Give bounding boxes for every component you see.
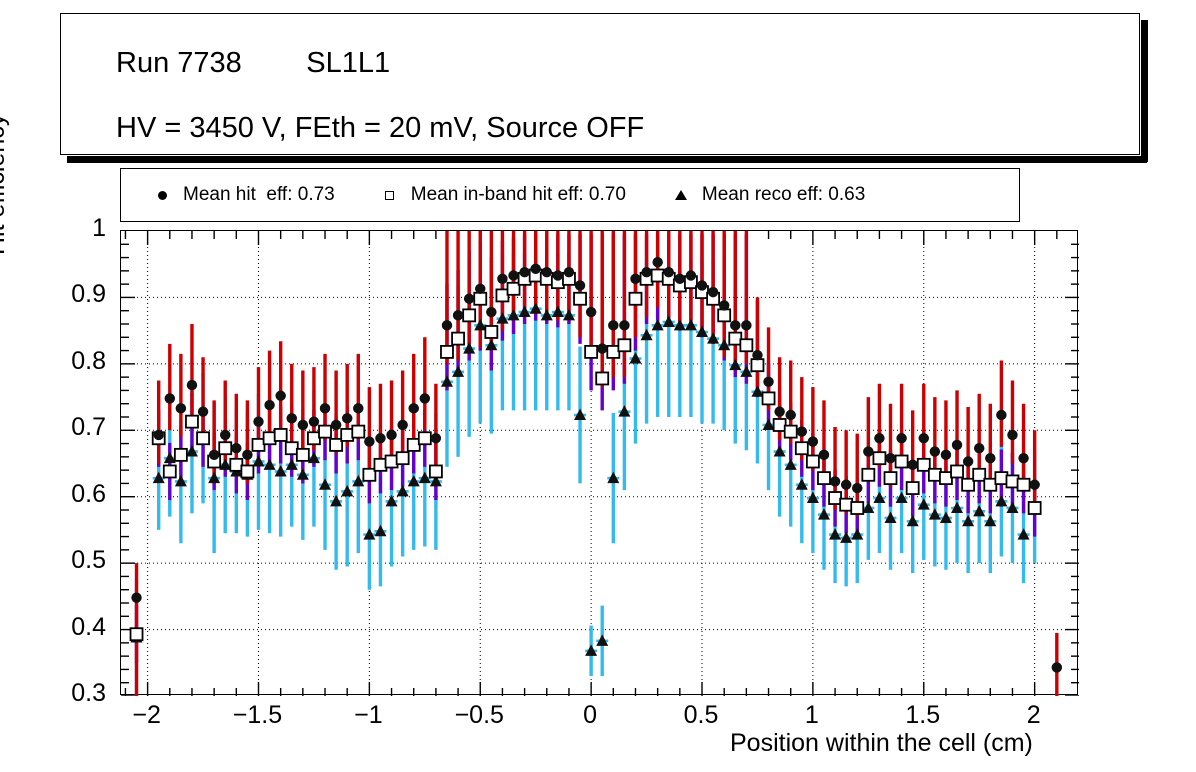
x-tick-label: 0 — [583, 701, 598, 729]
y-tick-label: 0.6 — [71, 479, 106, 508]
legend-label-inband-hit-eff: Mean in-band hit eff: 0.70 — [410, 184, 626, 205]
y-tick-label: 0.4 — [71, 612, 106, 641]
y-tick-label: 0.3 — [71, 679, 106, 707]
legend-label-reco-eff: Mean reco eff: 0.63 — [701, 184, 866, 205]
filled-circle-marker-icon — [141, 190, 183, 200]
filled-triangle-marker-icon — [660, 190, 702, 200]
y-tick-label: 0.7 — [71, 413, 106, 442]
x-tick-label: −2 — [132, 701, 161, 729]
x-tick-label: 0.5 — [683, 701, 719, 729]
open-square-marker-icon — [369, 190, 411, 200]
y-tick-label: 0.8 — [71, 346, 106, 375]
legend-entry-inband-hit-eff: Mean in-band hit eff: 0.70 — [369, 169, 626, 221]
plot-frame — [120, 230, 1079, 696]
x-tick-label: −1.5 — [232, 701, 283, 729]
x-tick-label: −0.5 — [454, 701, 504, 729]
x-tick-label: −1 — [354, 701, 383, 729]
run-title-line: Run 7738 SL1L1 — [116, 47, 391, 79]
legend-label-hit-eff: Mean hit eff: 0.73 — [183, 184, 335, 205]
legend-entry-hit-eff: Mean hit eff: 0.73 — [141, 169, 335, 221]
y-tick-label: 0.5 — [71, 546, 106, 575]
title-box: Run 7738 SL1L1 HV = 3450 V, FEth = 20 mV… — [60, 13, 1148, 163]
y-axis-label: Hit efficiency — [0, 113, 10, 255]
x-tick-label: 1.5 — [905, 701, 941, 729]
y-tick-label: 0.9 — [71, 280, 106, 309]
legend-entry-reco-eff: Mean reco eff: 0.63 — [660, 169, 865, 221]
y-tick-label: 1 — [92, 214, 106, 242]
x-tick-label: 2 — [1026, 701, 1041, 729]
x-tick-label: 1 — [804, 701, 819, 729]
plot-canvas — [121, 231, 1079, 696]
x-axis-label: Position within the cell (cm) — [730, 729, 1033, 757]
legend-box: Mean hit eff: 0.73 Mean in-band hit eff:… — [120, 168, 1020, 222]
settings-title-line: HV = 3450 V, FEth = 20 mV, Source OFF — [116, 112, 645, 144]
